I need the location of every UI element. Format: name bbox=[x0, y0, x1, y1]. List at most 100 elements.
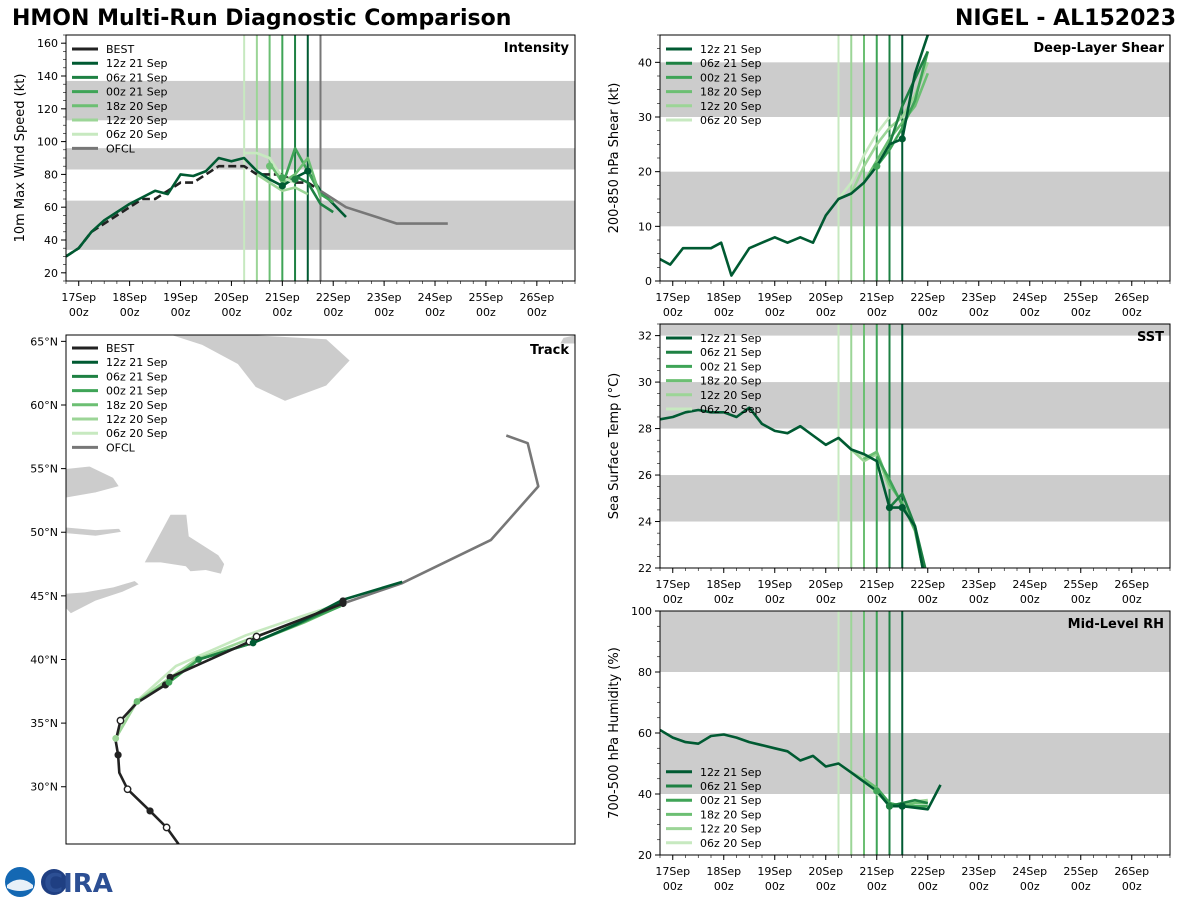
panel-title: Track bbox=[530, 343, 569, 358]
best-track-marker bbox=[114, 751, 122, 759]
shear-panel: 17Sep 00z 18Sep 00z 19Sep 00z 20Sep 00z 21Sep 00z… bbox=[607, 34, 1171, 319]
legend-label: 12z 20 Sep bbox=[700, 100, 762, 113]
run-track-12z-20-sep bbox=[114, 602, 342, 740]
y-tick-label: 60 bbox=[638, 727, 652, 740]
legend-label: 06z 21 Sep bbox=[106, 71, 168, 84]
run-start-marker bbox=[165, 678, 173, 686]
x-tick-label: 22Sep bbox=[910, 865, 945, 878]
x-tick-label: 20Sep bbox=[808, 578, 843, 591]
shaded-band bbox=[660, 382, 1170, 429]
track-frame bbox=[65, 334, 576, 845]
shaded-band bbox=[660, 171, 1170, 227]
series-marker bbox=[304, 167, 312, 175]
lat-tick-label: 50°N bbox=[30, 526, 58, 539]
land-nova-scotia bbox=[66, 580, 141, 615]
x-tick-label: 00z bbox=[969, 593, 989, 606]
panel-title: Deep-Layer Shear bbox=[1033, 41, 1164, 56]
legend-label: 18z 20 Sep bbox=[106, 399, 168, 412]
legend-label: 00z 21 Sep bbox=[106, 385, 168, 398]
y-tick-label: 28 bbox=[638, 423, 652, 436]
best-track-open-marker bbox=[252, 632, 261, 641]
x-tick-label: 00z bbox=[1122, 306, 1142, 319]
intensity-plot-area bbox=[66, 35, 575, 281]
legend-label: 06z 20 Sep bbox=[700, 114, 762, 127]
series-line-12z-20-sep bbox=[850, 61, 930, 195]
best-track-open-marker bbox=[116, 716, 125, 725]
legend-label: 00z 21 Sep bbox=[106, 86, 168, 99]
x-tick-label: 18Sep bbox=[706, 291, 741, 304]
storm-id-title: NIGEL - AL152023 bbox=[954, 6, 1176, 31]
shaded-band bbox=[660, 324, 1170, 336]
x-tick-label: 18Sep bbox=[112, 291, 147, 304]
legend-label: BEST bbox=[106, 342, 134, 355]
legend-label: 18z 20 Sep bbox=[700, 808, 762, 821]
x-tick-label: 25Sep bbox=[469, 291, 504, 304]
intensity-panel: 17Sep 00z 18Sep 00z 19Sep 00z 20Sep 00z 21Sep 00z… bbox=[13, 34, 576, 319]
run-start-marker bbox=[195, 656, 202, 663]
legend-label: 00z 21 Sep bbox=[700, 71, 762, 84]
x-tick-label: 00z bbox=[714, 593, 734, 606]
legend-label: OFCL bbox=[106, 142, 136, 155]
y-tick-label: 60 bbox=[44, 201, 58, 214]
x-tick-label: 17Sep bbox=[655, 578, 690, 591]
x-tick-label: 19Sep bbox=[757, 578, 792, 591]
sst-panel: 17Sep 00z 18Sep 00z 19Sep 00z 20Sep 00z 21Sep 00z… bbox=[607, 323, 1171, 606]
legend-label: 06z 20 Sep bbox=[700, 403, 762, 416]
x-tick-label: 00z bbox=[1071, 593, 1091, 606]
x-tick-label: 22Sep bbox=[910, 578, 945, 591]
series-marker bbox=[885, 503, 894, 512]
y-tick-label: 30 bbox=[638, 376, 652, 389]
y-tick-label: 24 bbox=[638, 516, 652, 529]
x-tick-label: 00z bbox=[816, 306, 836, 319]
series-line-06z-20-sep bbox=[837, 116, 891, 200]
x-tick-label: 25Sep bbox=[1063, 578, 1098, 591]
x-tick-label: 00z bbox=[374, 306, 394, 319]
x-tick-label: 00z bbox=[171, 306, 191, 319]
series-marker bbox=[873, 162, 881, 170]
legend-label: 12z 21 Sep bbox=[106, 57, 168, 70]
track-panel: 65°N 60°N 55°N 50°N 45°N 40°N 35°N 30°N Track BES… bbox=[30, 334, 576, 845]
x-tick-label: 00z bbox=[816, 593, 836, 606]
track-plot-area bbox=[66, 335, 575, 844]
rh-panel: 17Sep 00z 18Sep 00z 19Sep 00z 20Sep 00z 21Sep 00z… bbox=[607, 605, 1171, 893]
x-tick-label: 00z bbox=[918, 880, 938, 893]
x-tick-label: 00z bbox=[867, 593, 887, 606]
x-tick-label: 00z bbox=[527, 306, 547, 319]
y-axis-label: Sea Surface Temp (°C) bbox=[607, 373, 622, 520]
x-tick-label: 20Sep bbox=[808, 865, 843, 878]
x-tick-label: 26Sep bbox=[1114, 865, 1149, 878]
x-tick-label: 25Sep bbox=[1063, 865, 1098, 878]
x-tick-label: 00z bbox=[969, 306, 989, 319]
x-tick-label: 25Sep bbox=[1063, 291, 1098, 304]
x-tick-label: 00z bbox=[663, 593, 683, 606]
y-tick-label: 80 bbox=[44, 168, 58, 181]
series-marker bbox=[898, 135, 906, 143]
y-tick-label: 40 bbox=[44, 234, 58, 247]
run-track-06z-20-sep bbox=[114, 602, 342, 740]
shaded-band bbox=[660, 733, 1170, 794]
legend-label: 18z 20 Sep bbox=[106, 100, 168, 113]
legend-label: 00z 21 Sep bbox=[700, 794, 762, 807]
legend-label: 06z 21 Sep bbox=[106, 370, 168, 383]
series-marker bbox=[898, 802, 906, 810]
legend-label: 12z 20 Sep bbox=[106, 413, 168, 426]
best-track-open-marker bbox=[123, 785, 132, 794]
y-tick-label: 40 bbox=[638, 56, 652, 69]
y-tick-label: 26 bbox=[638, 469, 652, 482]
series-line-18z-20-sep bbox=[268, 156, 322, 198]
ofcl-track-line bbox=[342, 434, 540, 605]
legend-label: 12z 21 Sep bbox=[700, 43, 762, 56]
x-tick-label: 20Sep bbox=[214, 291, 249, 304]
x-tick-label: 00z bbox=[1020, 593, 1040, 606]
shaded-band bbox=[660, 475, 1170, 522]
x-tick-label: 00z bbox=[1071, 880, 1091, 893]
x-tick-label: 00z bbox=[765, 880, 785, 893]
y-tick-label: 20 bbox=[44, 267, 58, 280]
x-tick-label: 00z bbox=[69, 306, 89, 319]
y-tick-label: 20 bbox=[638, 849, 652, 862]
panel-title: Mid-Level RH bbox=[1068, 617, 1164, 632]
x-tick-label: 00z bbox=[1020, 306, 1040, 319]
legend-label: 12z 21 Sep bbox=[700, 332, 762, 345]
x-tick-label: 00z bbox=[663, 306, 683, 319]
run-start-marker bbox=[133, 698, 141, 705]
